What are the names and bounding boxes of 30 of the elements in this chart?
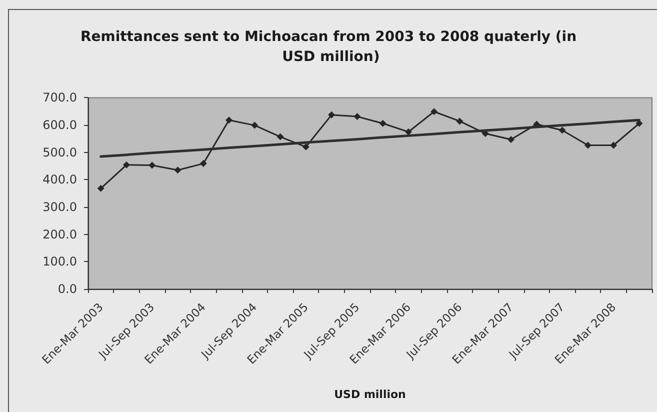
point — [610, 142, 618, 149]
y-tick-label: 200.0 — [42, 227, 77, 242]
point — [97, 184, 104, 192]
point — [302, 143, 310, 150]
point — [430, 108, 438, 116]
y-tick-label: 500.0 — [42, 145, 77, 160]
point — [456, 118, 464, 125]
y-tick-label: 100.0 — [42, 254, 77, 269]
point — [200, 160, 207, 168]
point — [558, 126, 566, 134]
y-tick-label: 300.0 — [42, 200, 77, 214]
point — [354, 113, 361, 120]
y-tick-label: 700.0 — [42, 90, 77, 105]
point — [584, 142, 592, 149]
point — [379, 120, 386, 127]
point — [508, 136, 514, 144]
point — [226, 116, 232, 124]
point — [636, 120, 643, 127]
point — [404, 128, 412, 136]
point — [328, 111, 336, 118]
point — [122, 161, 130, 168]
x-axis-title: USD million — [334, 388, 406, 401]
point — [174, 166, 182, 174]
y-tick-label: 600.0 — [42, 118, 77, 132]
point — [276, 133, 284, 140]
chart-title: Remittances sent to Michoacan from 2003 to 2008 quaterly (in USD million) — [80, 29, 577, 65]
point — [251, 122, 258, 129]
point — [148, 162, 156, 169]
y-tick-label: 0.0 — [58, 282, 77, 296]
y-tick-label: 400.0 — [42, 172, 77, 187]
